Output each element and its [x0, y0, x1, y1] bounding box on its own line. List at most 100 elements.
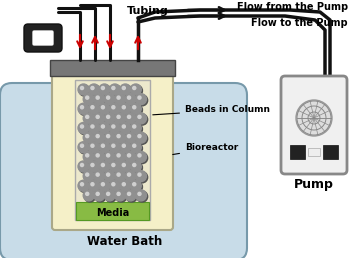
Circle shape [132, 162, 142, 173]
Circle shape [86, 192, 89, 195]
Circle shape [122, 86, 125, 90]
Circle shape [120, 123, 131, 133]
Circle shape [80, 106, 84, 109]
Circle shape [133, 164, 136, 167]
FancyBboxPatch shape [24, 24, 62, 52]
Text: Beads in Column: Beads in Column [153, 106, 270, 115]
Circle shape [109, 103, 120, 114]
Circle shape [121, 124, 132, 135]
Circle shape [99, 142, 110, 153]
Bar [75, 80, 150, 220]
Circle shape [127, 115, 131, 118]
Circle shape [102, 164, 104, 167]
Circle shape [130, 103, 141, 114]
Circle shape [94, 190, 105, 201]
Circle shape [109, 180, 120, 191]
Circle shape [138, 154, 141, 157]
Circle shape [80, 164, 84, 167]
Circle shape [117, 115, 120, 118]
Text: Flow from the Pump: Flow from the Pump [237, 2, 348, 12]
Circle shape [95, 152, 106, 164]
Circle shape [111, 162, 121, 173]
Circle shape [91, 86, 94, 90]
Circle shape [112, 164, 115, 167]
Circle shape [135, 94, 146, 105]
Circle shape [78, 142, 89, 153]
Circle shape [112, 144, 115, 147]
Circle shape [83, 94, 94, 105]
Circle shape [104, 151, 115, 162]
Circle shape [136, 95, 148, 106]
Circle shape [107, 192, 110, 195]
Circle shape [89, 142, 99, 153]
Circle shape [84, 152, 96, 164]
Circle shape [95, 95, 106, 106]
Circle shape [94, 113, 105, 124]
Circle shape [105, 191, 116, 202]
Circle shape [102, 183, 104, 186]
Circle shape [107, 154, 110, 157]
Circle shape [133, 183, 136, 186]
Circle shape [80, 144, 84, 147]
Circle shape [84, 95, 96, 106]
Circle shape [132, 85, 142, 96]
Circle shape [86, 115, 89, 118]
Circle shape [132, 124, 142, 135]
Circle shape [120, 180, 131, 191]
Circle shape [127, 135, 131, 138]
Circle shape [89, 180, 99, 191]
Bar [323, 145, 338, 159]
Circle shape [130, 161, 141, 172]
Circle shape [86, 154, 89, 157]
Circle shape [111, 104, 121, 115]
Circle shape [120, 161, 131, 172]
Circle shape [133, 144, 136, 147]
Circle shape [91, 183, 94, 186]
Circle shape [86, 135, 89, 138]
Circle shape [136, 114, 148, 125]
Circle shape [121, 85, 132, 96]
Circle shape [100, 85, 111, 96]
Circle shape [126, 95, 137, 106]
Circle shape [86, 173, 89, 176]
Circle shape [90, 85, 101, 96]
Circle shape [95, 191, 106, 202]
Circle shape [109, 123, 120, 133]
Circle shape [116, 95, 127, 106]
Circle shape [96, 96, 99, 99]
Circle shape [83, 113, 94, 124]
Circle shape [111, 124, 121, 135]
Circle shape [89, 103, 99, 114]
Circle shape [136, 172, 148, 183]
Circle shape [95, 114, 106, 125]
Circle shape [138, 173, 141, 176]
Circle shape [94, 151, 105, 162]
Circle shape [84, 133, 96, 144]
Circle shape [95, 172, 106, 183]
Circle shape [105, 172, 116, 183]
Circle shape [91, 144, 94, 147]
Circle shape [89, 123, 99, 133]
Circle shape [117, 135, 120, 138]
Circle shape [91, 164, 94, 167]
Circle shape [116, 114, 127, 125]
Circle shape [79, 143, 90, 154]
Circle shape [79, 124, 90, 135]
Circle shape [122, 144, 125, 147]
Circle shape [132, 104, 142, 115]
Circle shape [132, 143, 142, 154]
Circle shape [114, 132, 126, 143]
Circle shape [91, 106, 94, 109]
Circle shape [95, 133, 106, 144]
Circle shape [100, 162, 111, 173]
FancyBboxPatch shape [32, 30, 54, 46]
Circle shape [83, 151, 94, 162]
Circle shape [112, 125, 115, 128]
Circle shape [99, 84, 110, 95]
Circle shape [79, 162, 90, 173]
Circle shape [125, 113, 136, 124]
Circle shape [102, 106, 104, 109]
Circle shape [138, 96, 141, 99]
Circle shape [104, 132, 115, 143]
Circle shape [122, 125, 125, 128]
